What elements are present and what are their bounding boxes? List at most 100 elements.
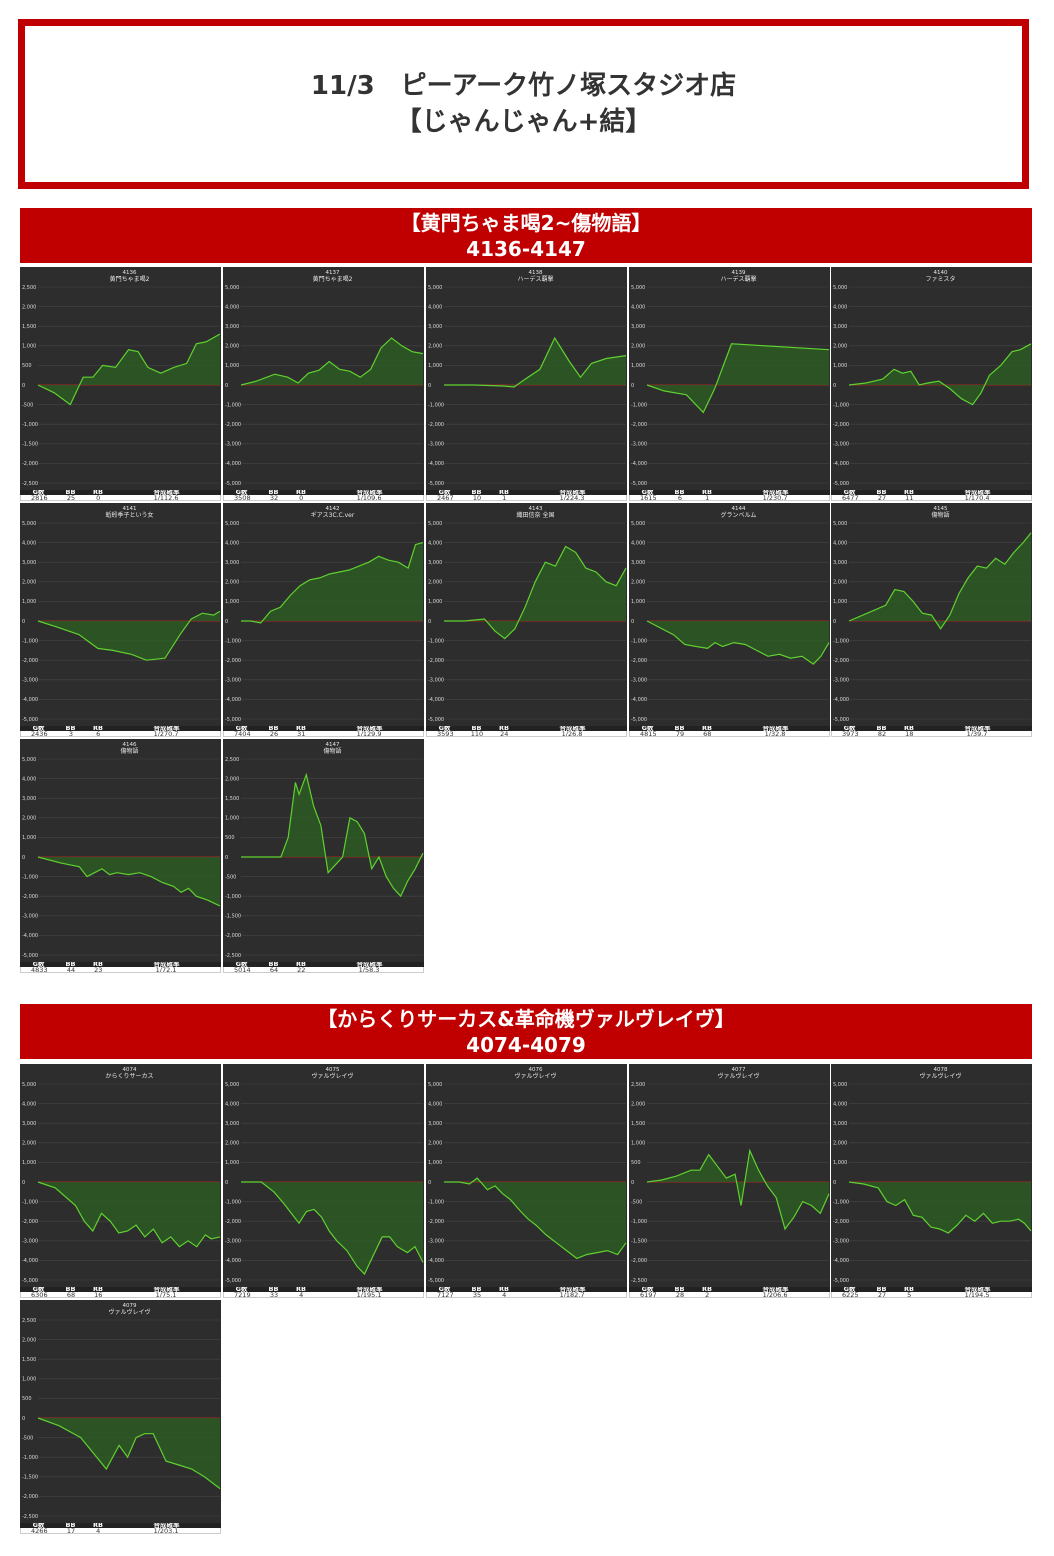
stats-value-cell: 27: [877, 1292, 887, 1297]
y-tick-label: -3,000: [225, 442, 241, 448]
y-tick-label: 3,000: [833, 1121, 847, 1127]
chart-panel: 5,000 4,000 3,000 2,000 1,000 0 -1,000 -2,000 -3…: [426, 503, 627, 737]
series-area: [444, 1178, 626, 1259]
stats-header-cell: 合成確率: [964, 490, 991, 495]
stats-header-cell: RB: [904, 726, 914, 731]
stats-value-cell: 1/206.6: [762, 1292, 788, 1297]
y-tick-label: 5,000: [428, 285, 442, 291]
stats-value-cell: 1: [705, 495, 710, 500]
stats-value-cell: 1/75.1: [155, 1292, 177, 1297]
y-tick-label: 0: [631, 383, 634, 389]
y-tick-label: -1,000: [833, 638, 849, 644]
y-tick-label: 4,000: [833, 540, 847, 546]
section-header-2: 【からくりサーカス&革命機ヴァルヴレイヴ】 4074-4079: [20, 1004, 1032, 1059]
stats-header-cell: BB: [876, 490, 887, 495]
series-area: [444, 338, 626, 387]
chart-svg: 5,000 4,000 3,000 2,000 1,000 0 -1,000 -2,000 -3…: [20, 503, 221, 726]
chart-number: 4145: [934, 506, 948, 512]
stats-value-cell: 6225: [842, 1292, 859, 1297]
stats-value-cell: 3: [68, 731, 74, 736]
stats-header-cell: RB: [296, 1287, 306, 1292]
stats-value-cell: 5: [907, 1292, 912, 1297]
stats-header-cell: G数: [438, 726, 451, 731]
chart-panel: 5,000 4,000 3,000 2,000 1,000 0 -1,000 -2,000 -3…: [831, 503, 1032, 737]
y-tick-label: 5,000: [22, 1082, 36, 1088]
stats-header-row: G数 BB RB 合成確率: [20, 726, 221, 731]
y-tick-label: 4,000: [428, 1101, 442, 1107]
chart-svg: 5,000 4,000 3,000 2,000 1,000 0 -1,000 -2,000 -3…: [831, 267, 1032, 490]
y-tick-label: -4,000: [22, 697, 38, 703]
stats-header-row: G数 BB RB 合成確率: [20, 1523, 221, 1528]
stats-header-cell: 合成確率: [762, 1287, 789, 1292]
stats-value-cell: 1/230.7: [762, 495, 788, 500]
stats-value-row: 5014 64 22 1/58.3: [223, 967, 424, 973]
stats-value-cell: 18: [905, 731, 914, 736]
y-tick-label: 5,000: [833, 521, 847, 527]
stats-value-cell: 44: [66, 967, 76, 972]
y-tick-label: 3,000: [833, 324, 847, 330]
stats-header-cell: BB: [268, 726, 279, 731]
y-tick-label: 0: [631, 1180, 634, 1186]
series-area: [241, 542, 423, 623]
y-tick-label: -2,000: [833, 422, 849, 428]
y-tick-label: -1,000: [631, 638, 647, 644]
stats-header-cell: 合成確率: [559, 490, 586, 495]
stats-header-row: G数 BB RB 合成確率: [426, 1287, 627, 1292]
y-tick-label: 1,000: [631, 363, 645, 369]
y-tick-label: 0: [833, 1180, 836, 1186]
y-tick-label: 2,000: [428, 344, 442, 350]
stats-value-cell: 1/72.1: [155, 967, 177, 972]
stats-value-cell: 4: [502, 1292, 507, 1297]
y-tick-label: 1,000: [428, 1160, 442, 1166]
stats-header-cell: G数: [641, 490, 654, 495]
stats-value-cell: 1/203.1: [153, 1528, 179, 1533]
stats-header-row: G数 BB RB 合成確率: [20, 962, 221, 967]
stats-table: G数 BB RB 合成確率 7219 33 4 1/195.1: [223, 1287, 424, 1298]
stats-value-row: 4815 79 68 1/32.8: [629, 731, 830, 737]
series-area: [241, 338, 423, 385]
stats-value-cell: 5014: [234, 967, 251, 972]
stats-header-cell: RB: [296, 726, 306, 731]
chart-title: ヴァルヴレイヴ: [311, 1072, 353, 1080]
y-tick-label: -2,500: [22, 1514, 38, 1520]
stats-header-cell: G数: [235, 726, 248, 731]
stats-header-cell: G数: [32, 1523, 45, 1528]
stats-header-cell: RB: [93, 962, 103, 967]
stats-value-cell: 2467: [437, 495, 454, 500]
y-tick-label: -3,000: [428, 1239, 444, 1245]
stats-header-row: G数 BB RB 合成確率: [20, 1287, 221, 1292]
y-tick-label: 3,000: [225, 1121, 239, 1127]
stats-header-row: G数 BB RB 合成確率: [20, 490, 221, 495]
y-tick-label: 0: [631, 619, 634, 625]
y-tick-label: 2,000: [428, 580, 442, 586]
chart-number: 4139: [732, 270, 746, 276]
stats-header-cell: RB: [296, 490, 306, 495]
y-tick-label: -1,000: [631, 402, 647, 408]
chart-title: 傷物語: [931, 511, 949, 519]
y-tick-label: 1,000: [22, 599, 36, 605]
stats-value-cell: 32: [269, 495, 279, 500]
series-area: [849, 532, 1031, 629]
stats-value-cell: 2436: [31, 731, 48, 736]
stats-header-row: G数 BB RB 合成確率: [223, 726, 424, 731]
chart-panel: 2,500 2,000 1,500 1,000 500 0 -500 -1,000 -1,500…: [20, 267, 221, 501]
chart-svg: 2,500 2,000 1,500 1,000 500 0 -500 -1,000 -1,500…: [20, 267, 221, 490]
stats-table: G数 BB RB 合成確率 2436 3 6 1/270.7: [20, 726, 221, 737]
chart-svg: 5,000 4,000 3,000 2,000 1,000 0 -1,000 -2,000 -3…: [831, 503, 1032, 726]
chart-number: 4142: [326, 506, 340, 512]
y-tick-label: 4,000: [225, 1101, 239, 1107]
chart-number: 4077: [732, 1067, 746, 1073]
chart-number: 4078: [934, 1067, 948, 1073]
chart-svg: 5,000 4,000 3,000 2,000 1,000 0 -1,000 -2,000 -3…: [629, 503, 830, 726]
chart-svg: 5,000 4,000 3,000 2,000 1,000 0 -1,000 -2,000 -3…: [223, 1064, 424, 1287]
stats-header-row: G数 BB RB 合成確率: [831, 1287, 1032, 1292]
stats-header-cell: BB: [674, 1287, 685, 1292]
chart-svg: 5,000 4,000 3,000 2,000 1,000 0 -1,000 -2,000 -3…: [223, 503, 424, 726]
series-line: [240, 337, 424, 386]
stats-value-row: 3593 110 24 1/26.8: [426, 731, 627, 737]
y-tick-label: 1,500: [631, 1121, 645, 1127]
y-tick-label: -4,000: [631, 697, 647, 703]
stats-value-cell: 82: [877, 731, 887, 736]
stats-value-cell: 7127: [437, 1292, 454, 1297]
series-line: [444, 336, 627, 388]
